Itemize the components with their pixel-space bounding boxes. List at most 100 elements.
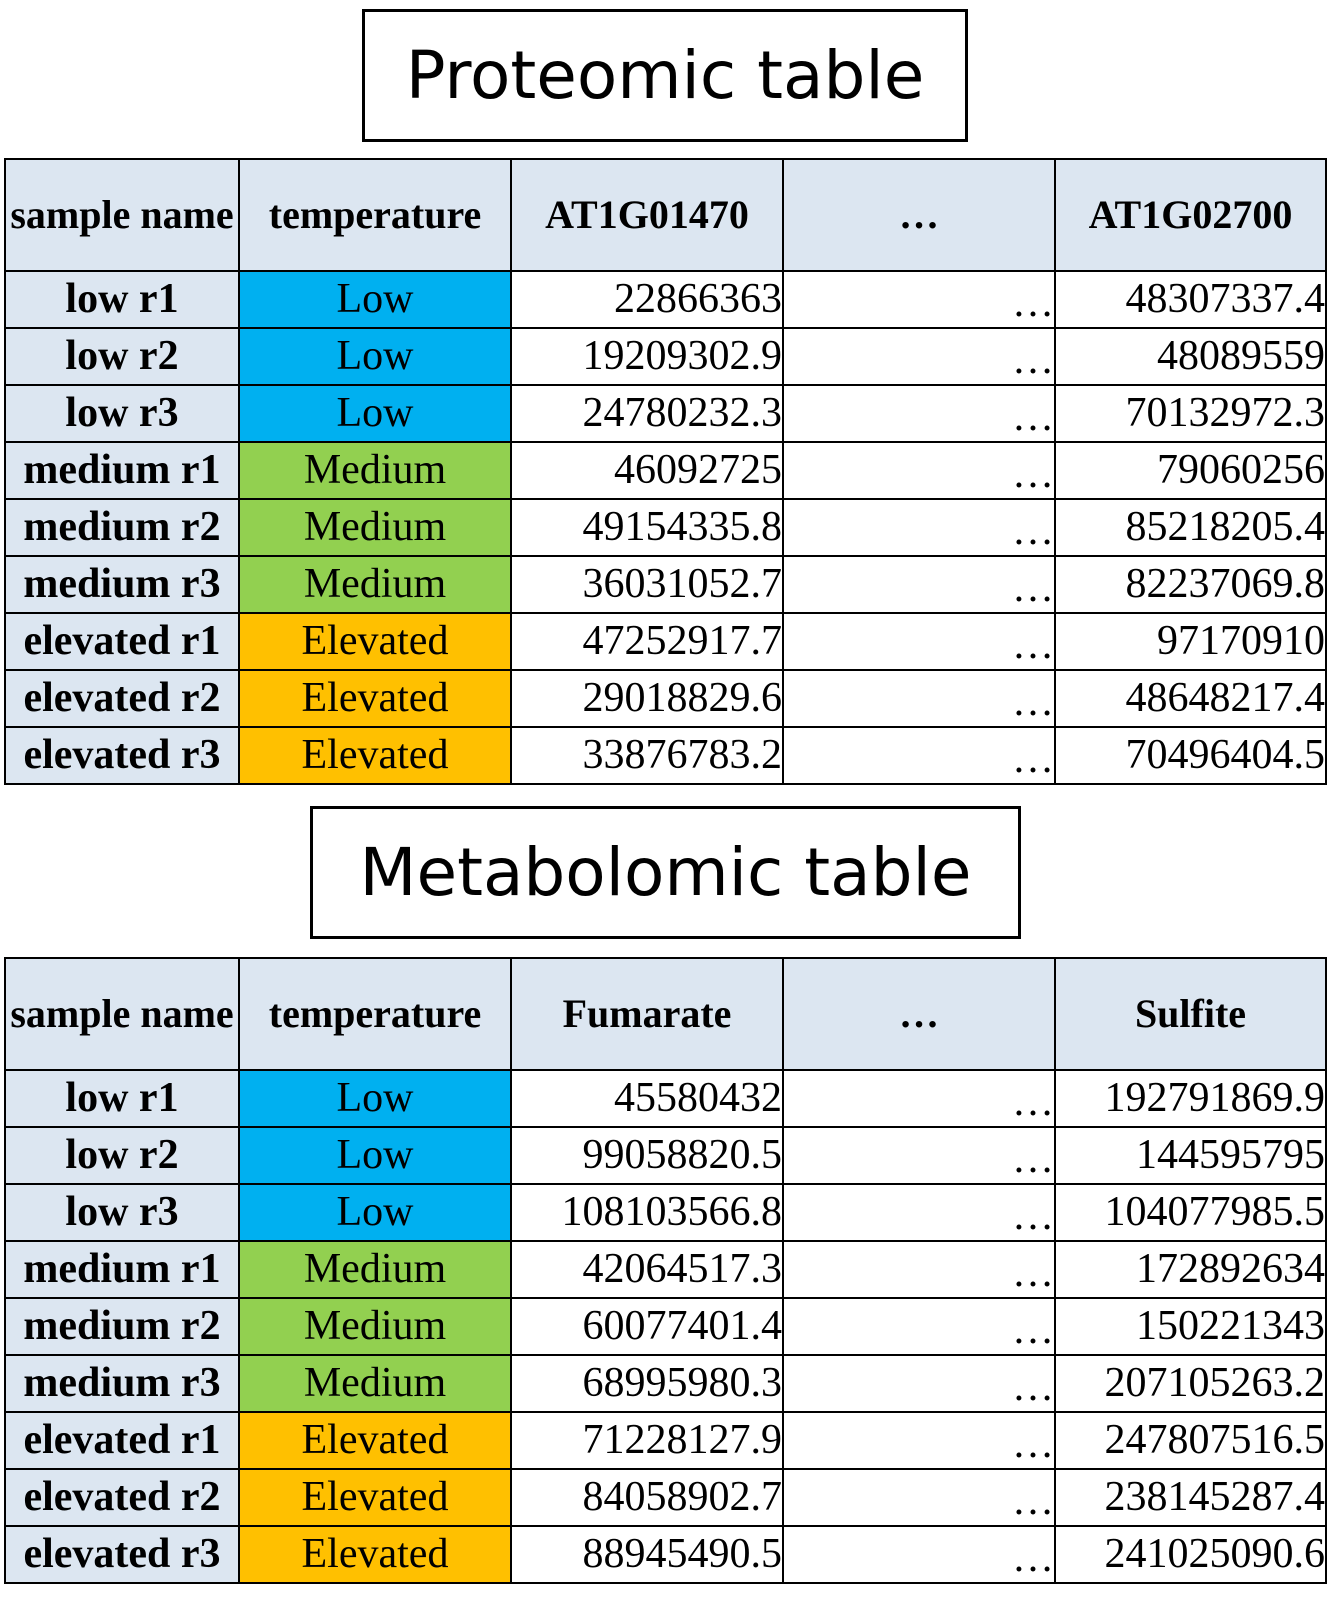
ellipsis-text: … bbox=[1012, 565, 1054, 611]
sample-name-cell: low r2 bbox=[4, 327, 240, 386]
table-row: medium r1 Medium 42064517.3 … 172892634 bbox=[4, 1240, 1327, 1299]
first-variable-value: 22866363 bbox=[510, 270, 784, 329]
first-variable-value: 29018829.6 bbox=[510, 669, 784, 728]
table-row: low r3 Low 108103566.8 … 104077985.5 bbox=[4, 1183, 1327, 1242]
ellipsis-cell: … bbox=[782, 726, 1056, 785]
ellipsis-cell: … bbox=[782, 498, 1056, 557]
table-row: medium r2 Medium 60077401.4 … 150221343 bbox=[4, 1297, 1327, 1356]
table-row: elevated r3 Elevated 88945490.5 … 241025090.… bbox=[4, 1525, 1327, 1584]
first-variable-value: 36031052.7 bbox=[510, 555, 784, 614]
sample-name-cell: medium r1 bbox=[4, 1240, 240, 1299]
temperature-cell: Low bbox=[238, 1126, 512, 1185]
first-variable-value: 33876783.2 bbox=[510, 726, 784, 785]
ellipsis-text: … bbox=[1012, 280, 1054, 326]
column-header-first-variable: Fumarate bbox=[510, 957, 784, 1071]
sample-name-cell: low r1 bbox=[4, 270, 240, 329]
table-row: low r1 Low 22866363 … 48307337.4 bbox=[4, 270, 1327, 329]
ellipsis-text: … bbox=[1012, 1250, 1054, 1296]
column-header-sample-name: sample name bbox=[4, 957, 240, 1071]
proteomic-table: sample name temperature AT1G01470 … AT1G… bbox=[4, 158, 1327, 785]
table-row: elevated r2 Elevated 84058902.7 … 238145287.… bbox=[4, 1468, 1327, 1527]
last-variable-value: 82237069.8 bbox=[1054, 555, 1327, 614]
ellipsis-cell: … bbox=[782, 1183, 1056, 1242]
temperature-cell: Low bbox=[238, 1183, 512, 1242]
table-row: elevated r1 Elevated 47252917.7 … 97170910 bbox=[4, 612, 1327, 671]
first-variable-value: 19209302.9 bbox=[510, 327, 784, 386]
last-variable-value: 238145287.4 bbox=[1054, 1468, 1327, 1527]
table-row: elevated r2 Elevated 29018829.6 … 48648217.4 bbox=[4, 669, 1327, 728]
first-variable-value: 46092725 bbox=[510, 441, 784, 500]
ellipsis-cell: … bbox=[782, 669, 1056, 728]
table-row: elevated r1 Elevated 71228127.9 … 247807516.… bbox=[4, 1411, 1327, 1470]
sample-name-cell: medium r1 bbox=[4, 441, 240, 500]
ellipsis-cell: … bbox=[782, 1126, 1056, 1185]
ellipsis-cell: … bbox=[782, 384, 1056, 443]
ellipsis-cell: … bbox=[782, 441, 1056, 500]
table-row: elevated r3 Elevated 33876783.2 … 70496404.5 bbox=[4, 726, 1327, 785]
ellipsis-text: … bbox=[1012, 1193, 1054, 1239]
ellipsis-cell: … bbox=[782, 1069, 1056, 1128]
ellipsis-text: … bbox=[1012, 1079, 1054, 1125]
table-row: low r3 Low 24780232.3 … 70132972.3 bbox=[4, 384, 1327, 443]
sample-name-cell: elevated r1 bbox=[4, 1411, 240, 1470]
temperature-cell: Elevated bbox=[238, 1411, 512, 1470]
sample-name-cell: elevated r1 bbox=[4, 612, 240, 671]
temperature-cell: Low bbox=[238, 1069, 512, 1128]
ellipsis-text: … bbox=[1012, 1421, 1054, 1467]
sample-name-cell: medium r2 bbox=[4, 498, 240, 557]
ellipsis-cell: … bbox=[782, 555, 1056, 614]
first-variable-value: 99058820.5 bbox=[510, 1126, 784, 1185]
metabolomic-table-title: Metabolomic table bbox=[310, 806, 1021, 939]
table-row: medium r1 Medium 46092725 … 79060256 bbox=[4, 441, 1327, 500]
ellipsis-cell: … bbox=[782, 1354, 1056, 1413]
last-variable-value: 104077985.5 bbox=[1054, 1183, 1327, 1242]
ellipsis-cell: … bbox=[782, 1468, 1056, 1527]
temperature-cell: Medium bbox=[238, 555, 512, 614]
sample-name-cell: low r3 bbox=[4, 1183, 240, 1242]
sample-name-cell: elevated r2 bbox=[4, 1468, 240, 1527]
first-variable-value: 49154335.8 bbox=[510, 498, 784, 557]
sample-name-cell: medium r3 bbox=[4, 1354, 240, 1413]
metabolomic-table: sample name temperature Fumarate … Sulfi… bbox=[4, 957, 1327, 1584]
last-variable-value: 70496404.5 bbox=[1054, 726, 1327, 785]
temperature-cell: Elevated bbox=[238, 1468, 512, 1527]
ellipsis-cell: … bbox=[782, 1525, 1056, 1584]
column-header-ellipsis: … bbox=[782, 957, 1056, 1071]
temperature-cell: Low bbox=[238, 384, 512, 443]
first-variable-value: 84058902.7 bbox=[510, 1468, 784, 1527]
column-header-last-variable: AT1G02700 bbox=[1054, 158, 1327, 272]
last-variable-value: 97170910 bbox=[1054, 612, 1327, 671]
table-header-row: sample name temperature Fumarate … Sulfi… bbox=[4, 957, 1327, 1071]
proteomic-table-title: Proteomic table bbox=[362, 9, 968, 142]
last-variable-value: 144595795 bbox=[1054, 1126, 1327, 1185]
sample-name-cell: elevated r3 bbox=[4, 726, 240, 785]
table-row: medium r3 Medium 36031052.7 … 82237069.8 bbox=[4, 555, 1327, 614]
ellipsis-text: … bbox=[1012, 1307, 1054, 1353]
sample-name-cell: low r3 bbox=[4, 384, 240, 443]
ellipsis-text: … bbox=[1012, 1136, 1054, 1182]
ellipsis-text: … bbox=[1012, 394, 1054, 440]
ellipsis-text: … bbox=[1012, 1478, 1054, 1524]
column-header-first-variable: AT1G01470 bbox=[510, 158, 784, 272]
temperature-cell: Medium bbox=[238, 498, 512, 557]
last-variable-value: 70132972.3 bbox=[1054, 384, 1327, 443]
first-variable-value: 24780232.3 bbox=[510, 384, 784, 443]
table-header-row: sample name temperature AT1G01470 … AT1G… bbox=[4, 158, 1327, 272]
ellipsis-cell: … bbox=[782, 270, 1056, 329]
last-variable-value: 48307337.4 bbox=[1054, 270, 1327, 329]
temperature-cell: Elevated bbox=[238, 726, 512, 785]
last-variable-value: 48648217.4 bbox=[1054, 669, 1327, 728]
last-variable-value: 150221343 bbox=[1054, 1297, 1327, 1356]
temperature-cell: Elevated bbox=[238, 612, 512, 671]
last-variable-value: 207105263.2 bbox=[1054, 1354, 1327, 1413]
first-variable-value: 42064517.3 bbox=[510, 1240, 784, 1299]
temperature-cell: Medium bbox=[238, 1354, 512, 1413]
column-header-sample-name: sample name bbox=[4, 158, 240, 272]
last-variable-value: 85218205.4 bbox=[1054, 498, 1327, 557]
table-row: medium r2 Medium 49154335.8 … 85218205.4 bbox=[4, 498, 1327, 557]
table-row: low r2 Low 99058820.5 … 144595795 bbox=[4, 1126, 1327, 1185]
temperature-cell: Medium bbox=[238, 441, 512, 500]
column-header-temperature: temperature bbox=[238, 957, 512, 1071]
temperature-cell: Low bbox=[238, 270, 512, 329]
first-variable-value: 88945490.5 bbox=[510, 1525, 784, 1584]
